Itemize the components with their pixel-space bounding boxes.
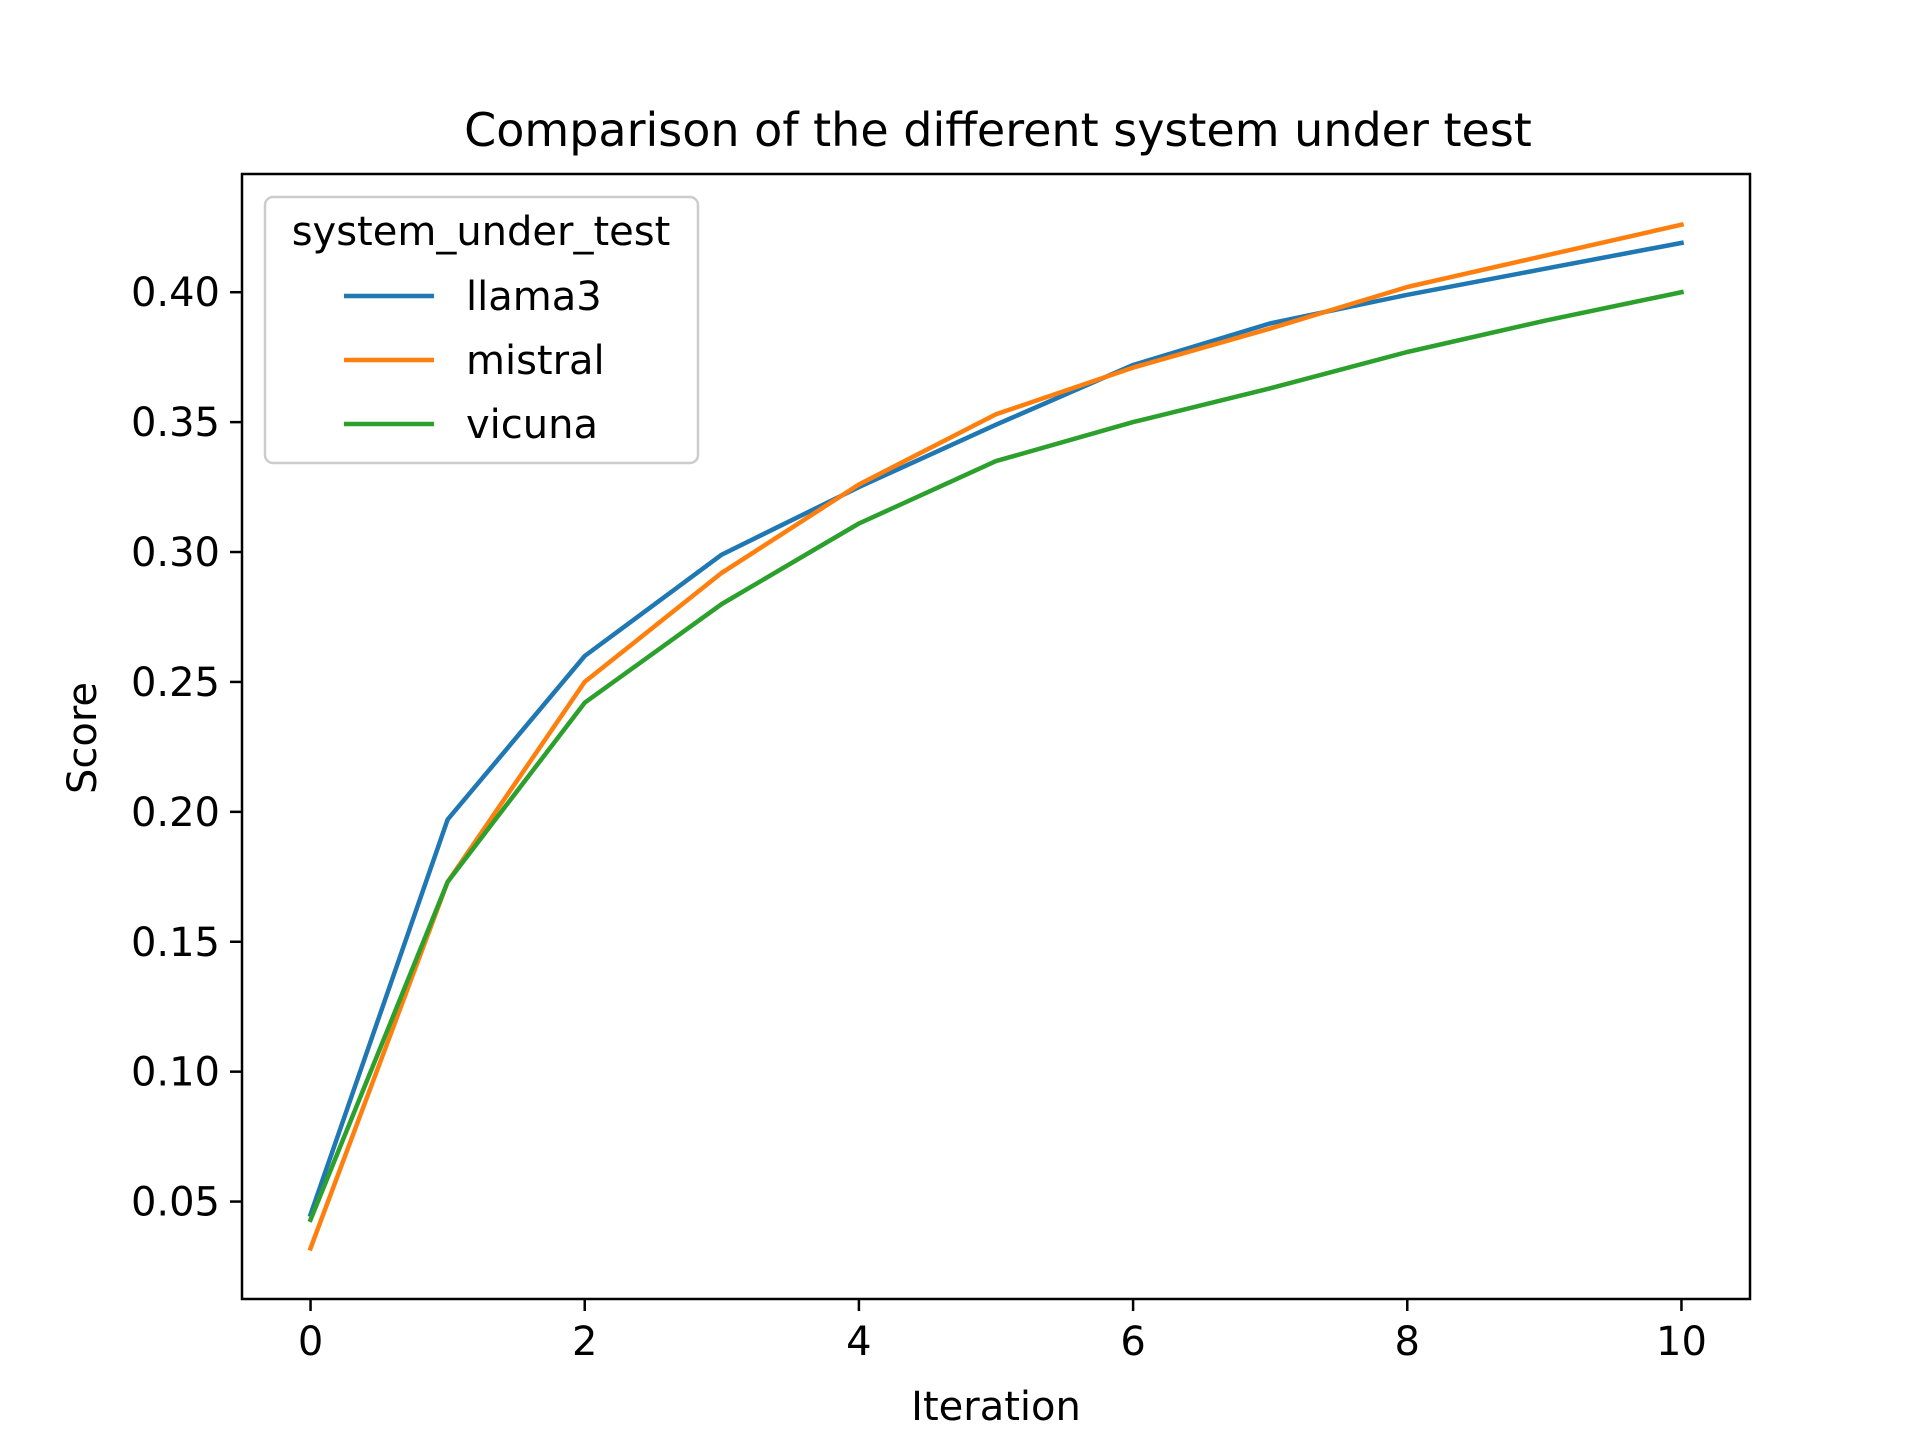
- x-tick-label: 10: [1656, 1319, 1707, 1365]
- x-axis-label: Iteration: [911, 1384, 1081, 1430]
- y-tick-label: 0.10: [131, 1050, 220, 1096]
- legend: system_under_test llama3 mistral vicuna: [263, 195, 700, 465]
- series-line-llama3: [307, 240, 1685, 1218]
- series-vicuna: [307, 289, 1685, 1223]
- x-tick-label: 4: [846, 1319, 871, 1365]
- series-line-vicuna: [307, 289, 1685, 1223]
- legend-title: system_under_test: [292, 209, 671, 255]
- x-tick-label: 8: [1395, 1319, 1420, 1365]
- y-tick-label: 0.05: [131, 1180, 220, 1226]
- x-axis-ticks: 0 2 4 6 8 10: [298, 1299, 1707, 1365]
- y-tick-label: 0.35: [131, 400, 220, 446]
- y-tick-label: 0.15: [131, 920, 220, 966]
- chart-title: Comparison of the different system under…: [464, 103, 1532, 157]
- legend-box: [263, 195, 700, 465]
- legend-label: vicuna: [466, 402, 598, 448]
- y-tick-label: 0.25: [131, 660, 220, 706]
- y-tick-label: 0.30: [131, 530, 220, 576]
- legend-entries: llama3 mistral vicuna: [344, 274, 605, 448]
- series-line-mistral: [307, 222, 1685, 1252]
- x-tick-label: 0: [298, 1319, 323, 1365]
- x-tick-label: 2: [572, 1319, 597, 1365]
- y-axis-label: Score: [60, 682, 106, 794]
- x-tick-label: 6: [1120, 1319, 1145, 1365]
- y-tick-label: 0.40: [131, 270, 220, 316]
- plot-frame: [240, 172, 1752, 1301]
- y-axis-ticks: 0.05 0.10 0.15 0.20 0.25 0.30 0.35 0.40: [131, 270, 242, 1226]
- legend-label: mistral: [466, 338, 605, 384]
- series-llama3: [307, 240, 1685, 1218]
- series-layer: [307, 222, 1685, 1252]
- legend-label: llama3: [466, 274, 602, 320]
- legend-entry-vicuna: vicuna: [344, 402, 598, 448]
- series-mistral: [307, 222, 1685, 1252]
- legend-entry-llama3: llama3: [344, 274, 602, 320]
- y-tick-label: 0.20: [131, 790, 220, 836]
- legend-entry-mistral: mistral: [344, 338, 605, 384]
